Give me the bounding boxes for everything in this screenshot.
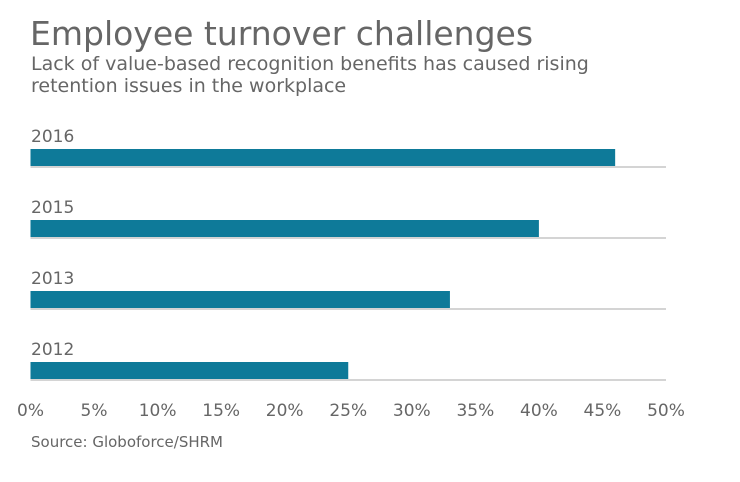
x-tick-label: 50%: [647, 401, 685, 421]
x-tick-label: 20%: [266, 401, 304, 421]
bar-2013: [30, 291, 450, 308]
chart-subtitle: Lack of value-based recognition benefits…: [31, 53, 589, 97]
x-tick-label: 15%: [202, 401, 240, 421]
x-tick-label: 25%: [329, 401, 367, 421]
category-label: 2015: [31, 198, 74, 218]
x-tick-label: 10%: [139, 401, 177, 421]
x-tick-label: 5%: [81, 401, 108, 421]
bar-2015: [30, 220, 539, 237]
x-tick-label: 0%: [17, 401, 44, 421]
x-tick-label: 40%: [520, 401, 558, 421]
chart-title: Employee turnover challenges: [30, 14, 534, 53]
category-label: 2013: [31, 269, 74, 289]
bar-2012: [30, 362, 349, 379]
x-tick-label: 30%: [393, 401, 431, 421]
category-label: 2016: [31, 127, 74, 147]
category-label: 2012: [31, 340, 74, 360]
bar-2016: [30, 149, 616, 166]
source-note: Source: Globoforce/SHRM: [31, 433, 223, 451]
x-tick-label: 45%: [584, 401, 622, 421]
x-tick-label: 35%: [456, 401, 494, 421]
